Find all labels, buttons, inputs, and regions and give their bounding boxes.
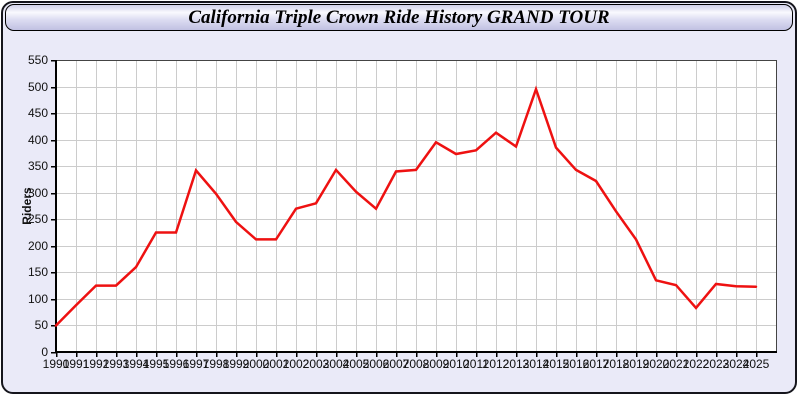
y-tick-label: 0 (41, 345, 48, 359)
x-tick-label: 2003 (303, 357, 330, 371)
x-tick-label: 2019 (623, 357, 650, 371)
y-tick-label: 400 (28, 133, 48, 147)
x-tick-label: 2004 (323, 357, 350, 371)
x-tick-label: 2006 (363, 357, 390, 371)
x-tick-label: 2017 (583, 357, 610, 371)
x-tick-label: 1992 (83, 357, 110, 371)
x-tick-label: 2018 (603, 357, 630, 371)
x-tick-label: 1997 (183, 357, 210, 371)
x-tick-label: 1995 (143, 357, 170, 371)
x-tick-label: 2007 (383, 357, 410, 371)
x-tick-label: 2008 (403, 357, 430, 371)
x-tick-label: 2014 (523, 357, 550, 371)
x-tick-label: 2025 (743, 357, 770, 371)
y-tick-label: 300 (28, 186, 48, 200)
x-tick-label: 2020 (643, 357, 670, 371)
title-bar: California Triple Crown Ride History GRA… (5, 4, 793, 31)
x-tick-label: 1993 (103, 357, 130, 371)
y-axis-label: Riders (20, 187, 34, 225)
y-tick-label: 150 (28, 265, 48, 279)
x-tick-label: 2001 (263, 357, 290, 371)
x-tick-label: 2000 (243, 357, 270, 371)
x-tick-label: 2022 (683, 357, 710, 371)
y-tick-label: 50 (35, 318, 49, 332)
y-tick-label: 100 (28, 292, 48, 306)
x-tick-label: 1994 (123, 357, 150, 371)
y-tick-label: 550 (28, 53, 48, 67)
x-tick-label: 2005 (343, 357, 370, 371)
y-tick-label: 250 (28, 212, 48, 226)
y-tick-label: 200 (28, 239, 48, 253)
x-tick-label: 2002 (283, 357, 310, 371)
x-tick-label: 2010 (443, 357, 470, 371)
y-tick-label: 350 (28, 159, 48, 173)
y-tick-label: 500 (28, 80, 48, 94)
x-tick-label: 2016 (563, 357, 590, 371)
x-tick-label: 1999 (223, 357, 250, 371)
riders-series-line (54, 85, 758, 327)
page-title: California Triple Crown Ride History GRA… (188, 6, 610, 28)
y-tick-label: 450 (28, 106, 48, 120)
x-tick-label: 1996 (163, 357, 190, 371)
x-tick-label: 1991 (63, 357, 90, 371)
x-tick-label: 1990 (43, 357, 70, 371)
x-tick-label: 2009 (423, 357, 450, 371)
x-tick-label: 2012 (483, 357, 510, 371)
x-tick-label: 1998 (203, 357, 230, 371)
x-tick-label: 2011 (463, 357, 489, 371)
x-tick-label: 2015 (543, 357, 570, 371)
x-tick-label: 2013 (503, 357, 530, 371)
x-tick-label: 2024 (723, 357, 750, 371)
x-tick-label: 2023 (703, 357, 730, 371)
x-tick-label: 2021 (663, 357, 690, 371)
